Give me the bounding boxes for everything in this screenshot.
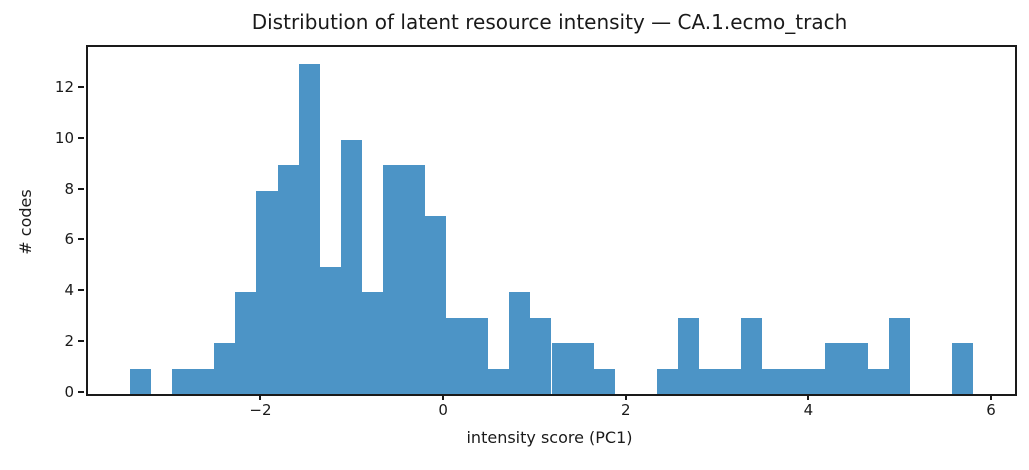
- histogram-bar: [361, 292, 383, 394]
- histogram-bar: [488, 368, 510, 394]
- histogram-bar: [467, 317, 489, 394]
- histogram-bar: [783, 368, 805, 394]
- histogram-bar: [551, 343, 573, 394]
- x-tick-label: 6: [986, 401, 996, 419]
- x-tick-mark: [259, 394, 262, 400]
- y-tick-label: 2: [64, 332, 74, 351]
- y-tick-mark: [78, 238, 84, 241]
- x-tick-mark: [990, 394, 993, 400]
- chart-title: Distribution of latent resource intensit…: [251, 10, 848, 34]
- histogram-bar: [446, 317, 468, 394]
- x-tick-label: 0: [438, 401, 448, 419]
- y-tick-label: 12: [54, 77, 74, 96]
- histogram-bar: [825, 343, 847, 394]
- histogram-bar: [298, 63, 320, 394]
- y-tick-label: 4: [64, 281, 74, 300]
- y-tick-mark: [78, 289, 84, 292]
- histogram-bar: [656, 368, 678, 394]
- histogram-bar: [130, 368, 152, 394]
- histogram-bar: [741, 317, 763, 394]
- y-tick-label: 10: [54, 128, 74, 147]
- histogram-bar: [530, 317, 552, 394]
- histogram-bar: [256, 190, 278, 394]
- histogram-bar: [404, 165, 425, 394]
- histogram-bar: [340, 139, 362, 394]
- histogram-bar: [277, 165, 299, 394]
- x-tick-mark: [442, 394, 445, 400]
- histogram-bar: [214, 343, 236, 394]
- histogram-bar: [509, 292, 531, 394]
- plot-area: [86, 45, 1017, 396]
- histogram-bar: [867, 368, 889, 394]
- histogram-bar: [572, 343, 594, 394]
- y-tick-mark: [78, 187, 84, 190]
- x-axis-label: intensity score (PC1): [466, 428, 633, 447]
- histogram-bar: [888, 317, 910, 394]
- histogram-bar: [235, 292, 257, 394]
- histogram-bar: [804, 368, 826, 394]
- histogram-bar: [382, 165, 404, 394]
- histogram-bar: [677, 317, 699, 394]
- histogram-bar: [425, 216, 447, 394]
- y-tick-mark: [78, 391, 84, 393]
- histogram-bar: [846, 343, 868, 394]
- x-tick-mark: [807, 394, 810, 400]
- histogram-bar: [172, 368, 194, 394]
- x-tick-mark: [624, 394, 627, 400]
- histogram-bar: [720, 368, 742, 394]
- histogram-bar: [593, 368, 615, 394]
- y-tick-mark: [78, 85, 84, 88]
- x-tick-label: −2: [249, 401, 272, 419]
- y-tick-label: 8: [64, 179, 74, 198]
- y-tick-label: 6: [64, 230, 74, 249]
- histogram-bar: [319, 266, 341, 394]
- histogram-bar: [951, 343, 973, 394]
- bars-layer: [88, 47, 1015, 394]
- y-tick-mark: [78, 136, 84, 139]
- histogram-bar: [698, 368, 721, 394]
- y-tick-label: 0: [64, 383, 74, 401]
- x-tick-label: 4: [803, 401, 814, 419]
- histogram-bar: [193, 368, 215, 394]
- histogram-bar: [762, 368, 784, 394]
- x-tick-label: 2: [620, 401, 631, 419]
- y-tick-mark: [78, 340, 84, 343]
